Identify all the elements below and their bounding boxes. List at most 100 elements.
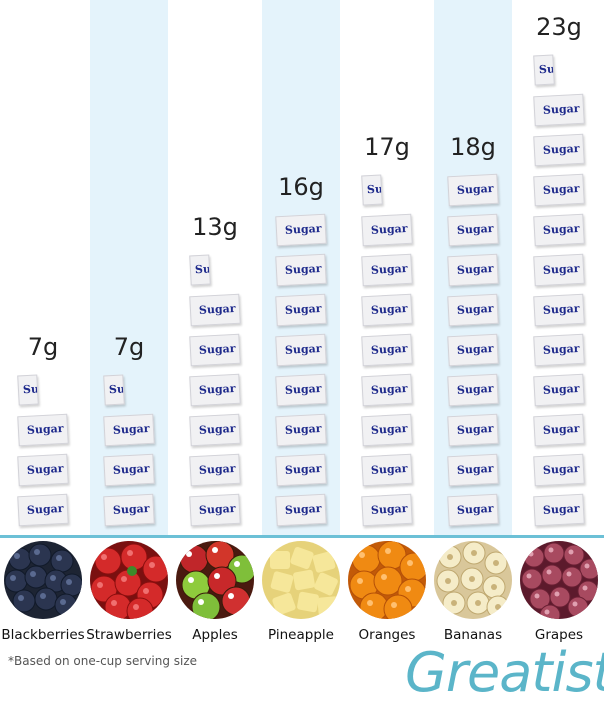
- sugar-packet-text: Sugar: [456, 301, 494, 317]
- sugar-packet-text: Sugar: [456, 461, 494, 477]
- sugar-packet: Sugar: [533, 413, 585, 447]
- sugar-packet: Sugar: [447, 173, 499, 207]
- sugar-packet-text: Sugar: [542, 381, 580, 397]
- sugar-packet-text: Sugar: [456, 181, 494, 197]
- sugar-packet-text: Sugar: [112, 461, 150, 477]
- sugar-packet: Sugar: [533, 333, 585, 367]
- sugar-packet: Sugar: [447, 293, 499, 327]
- sugar-packet: Sugar: [275, 333, 327, 367]
- sugar-packet: Sugar: [103, 453, 155, 487]
- sugar-packet: Sugar: [189, 293, 241, 327]
- value-label: 18g: [450, 133, 496, 161]
- sugar-packet-text: Sugar: [22, 381, 39, 397]
- strawberries-icon: [90, 541, 168, 619]
- value-label: 7g: [113, 333, 145, 361]
- sugar-packet: Sugar: [361, 293, 413, 327]
- footnote: *Based on one-cup serving size: [8, 654, 198, 668]
- sugar-packet: Sugar: [447, 413, 499, 447]
- sugar-packet-text: Sugar: [108, 381, 125, 397]
- sugar-packet-text: Sugar: [366, 181, 383, 197]
- sugar-packet-text: Sugar: [542, 421, 580, 437]
- sugar-packet-text: Sugar: [542, 301, 580, 317]
- sugar-packet-partial: Sugar: [189, 254, 211, 286]
- sugar-packet-text: Sugar: [370, 221, 408, 237]
- sugar-packet: Sugar: [533, 453, 585, 487]
- sugar-packet-partial: Sugar: [533, 54, 555, 86]
- sugar-packet: Sugar: [447, 453, 499, 487]
- value-label: 17g: [364, 133, 410, 161]
- brand-logo: Greatist: [405, 641, 604, 704]
- sugar-packet-text: Sugar: [284, 341, 322, 357]
- sugar-packet-text: Sugar: [538, 61, 555, 77]
- sugar-packet: Sugar: [447, 373, 499, 407]
- sugar-packet: Sugar: [189, 493, 241, 527]
- category-label: Blackberries: [1, 627, 85, 643]
- sugar-packet: Sugar: [275, 253, 327, 287]
- sugar-packet: Sugar: [275, 293, 327, 327]
- pineapple-icon: [262, 541, 340, 619]
- sugar-packet-text: Sugar: [370, 301, 408, 317]
- sugar-packet-text: Sugar: [284, 261, 322, 277]
- bananas-icon: [434, 541, 512, 619]
- sugar-packet-text: Sugar: [198, 341, 236, 357]
- sugar-packet-text: Sugar: [456, 341, 494, 357]
- value-label: 7g: [27, 333, 59, 361]
- value-label: 16g: [278, 173, 324, 201]
- sugar-packet-text: Sugar: [542, 261, 580, 277]
- category-label: Grapes: [534, 627, 584, 643]
- sugar-packet: Sugar: [447, 213, 499, 247]
- sugar-packet-text: Sugar: [542, 141, 580, 157]
- sugar-packet-text: Sugar: [370, 461, 408, 477]
- sugar-packet: Sugar: [189, 453, 241, 487]
- apples-icon: [176, 541, 254, 619]
- sugar-packet-text: Sugar: [112, 501, 150, 517]
- sugar-packet-text: Sugar: [198, 301, 236, 317]
- grapes-icon: [520, 541, 598, 619]
- category-label: Oranges: [358, 627, 416, 643]
- sugar-packet-text: Sugar: [542, 181, 580, 197]
- sugar-packet: Sugar: [361, 333, 413, 367]
- sugar-packet: Sugar: [17, 453, 69, 487]
- column-stripe: [90, 0, 168, 535]
- sugar-packet: Sugar: [275, 373, 327, 407]
- sugar-packet-text: Sugar: [370, 421, 408, 437]
- sugar-packet: Sugar: [447, 333, 499, 367]
- category-label: Bananas: [443, 627, 503, 643]
- sugar-packet: Sugar: [533, 133, 585, 167]
- sugar-packet: Sugar: [533, 173, 585, 207]
- sugar-packet-text: Sugar: [456, 221, 494, 237]
- sugar-packet-text: Sugar: [284, 501, 322, 517]
- sugar-packet: Sugar: [275, 213, 327, 247]
- sugar-packet-partial: Sugar: [17, 374, 39, 406]
- sugar-packet-text: Sugar: [456, 501, 494, 517]
- sugar-packet-text: Sugar: [198, 501, 236, 517]
- sugar-packet-text: Sugar: [198, 381, 236, 397]
- sugar-packet-text: Sugar: [370, 261, 408, 277]
- sugar-packet: Sugar: [103, 493, 155, 527]
- sugar-packet: Sugar: [533, 493, 585, 527]
- sugar-packet-text: Sugar: [456, 381, 494, 397]
- oranges-icon: [348, 541, 426, 619]
- sugar-packet-text: Sugar: [112, 421, 150, 437]
- sugar-packet: Sugar: [533, 253, 585, 287]
- sugar-packet-text: Sugar: [456, 421, 494, 437]
- value-label: 13g: [192, 213, 238, 241]
- sugar-packet: Sugar: [361, 213, 413, 247]
- category-label: Pineapple: [268, 627, 334, 643]
- sugar-packet: Sugar: [189, 373, 241, 407]
- sugar-packet-text: Sugar: [194, 261, 211, 277]
- sugar-packet-text: Sugar: [542, 221, 580, 237]
- sugar-packet: Sugar: [447, 253, 499, 287]
- sugar-packet-text: Sugar: [456, 261, 494, 277]
- sugar-packet: Sugar: [189, 333, 241, 367]
- sugar-packet-partial: Sugar: [361, 174, 383, 206]
- sugar-packet: Sugar: [17, 413, 69, 447]
- sugar-packet: Sugar: [17, 493, 69, 527]
- sugar-packet: Sugar: [533, 373, 585, 407]
- sugar-packet: Sugar: [533, 293, 585, 327]
- sugar-packet: Sugar: [533, 213, 585, 247]
- sugar-packet-text: Sugar: [542, 461, 580, 477]
- sugar-packet-text: Sugar: [26, 501, 64, 517]
- sugar-packet: Sugar: [275, 413, 327, 447]
